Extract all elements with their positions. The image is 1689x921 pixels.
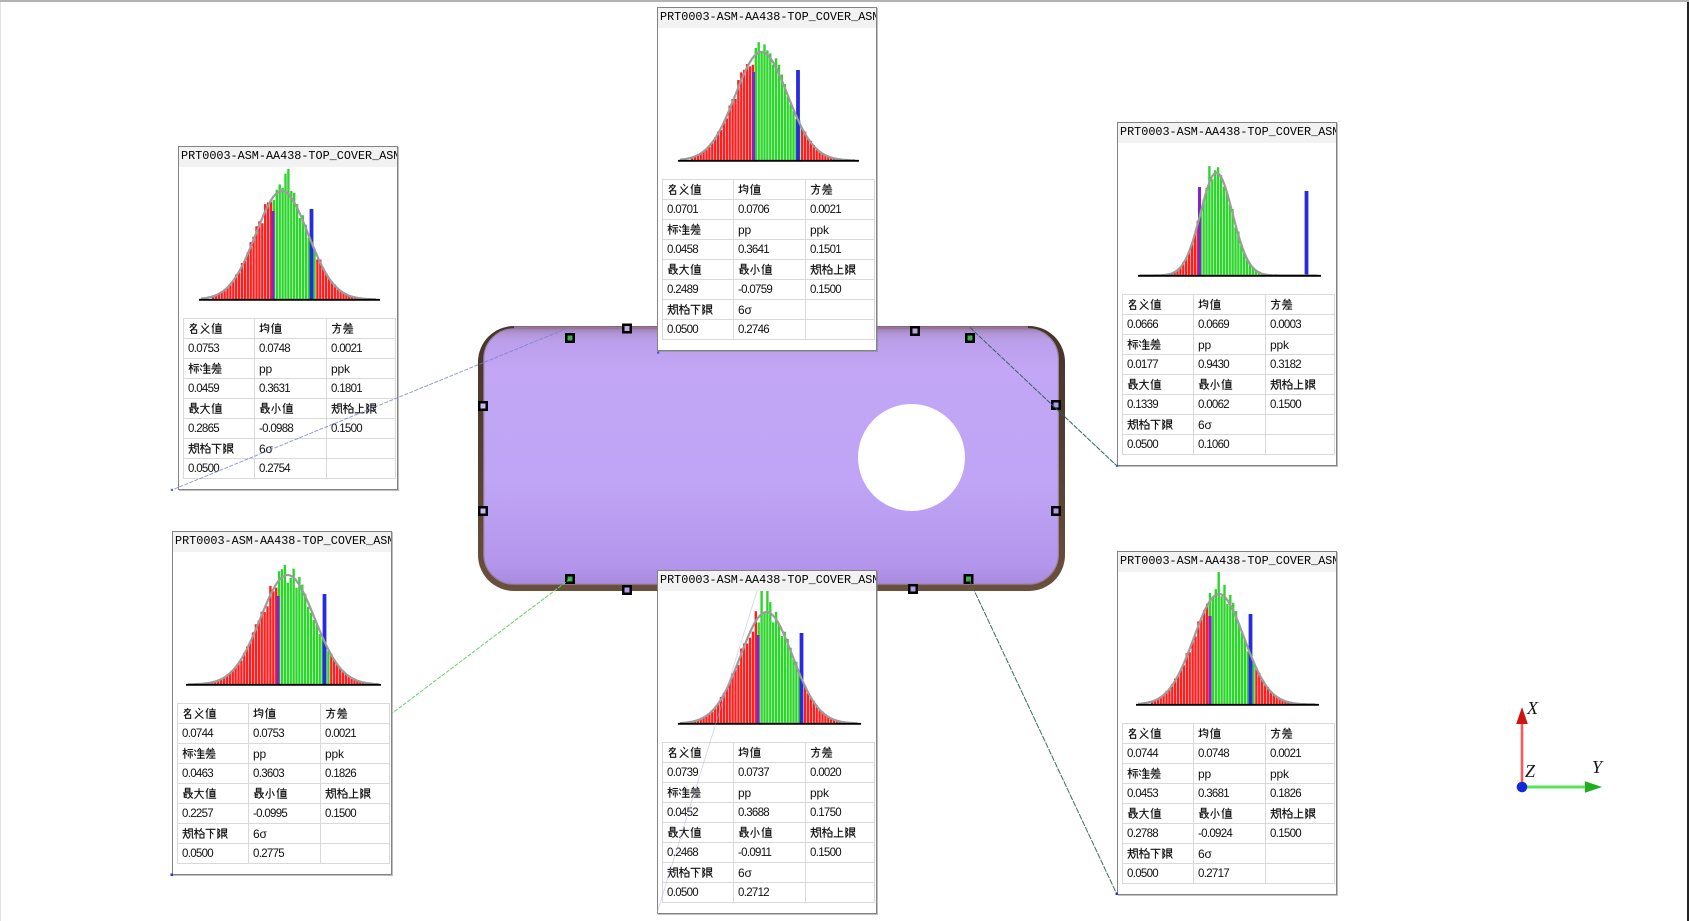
svg-text:X: X — [1526, 698, 1539, 718]
svg-text:Y: Y — [1592, 757, 1604, 777]
svg-text:Z: Z — [1525, 761, 1536, 781]
